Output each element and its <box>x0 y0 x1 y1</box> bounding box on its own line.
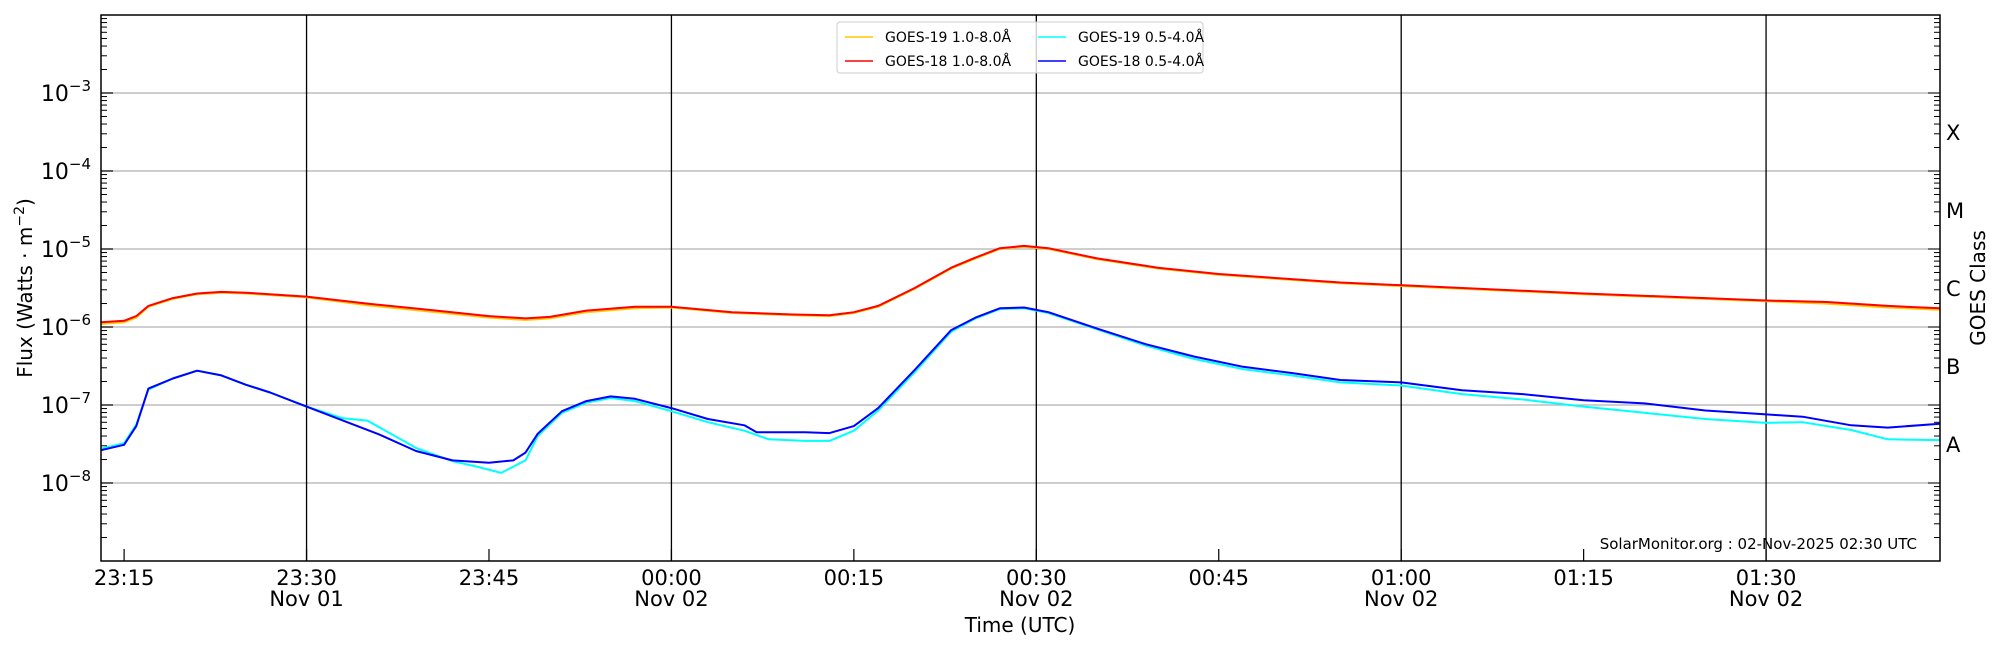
series-line-goes-18-0-5-4-0- <box>100 306 1941 464</box>
legend-box <box>836 21 1204 74</box>
y-tick-base: 10 <box>41 316 69 341</box>
x-tick-label: 23:15 <box>94 566 155 590</box>
x-tick-date-label: Nov 02 <box>1364 587 1438 611</box>
x-axis-label: Time (UTC) <box>964 613 1076 637</box>
y-tick-label: 10−4 <box>41 155 91 185</box>
series-lines <box>100 244 1941 474</box>
y-tick-exponent: −6 <box>69 311 91 329</box>
y-tick-exponent: −7 <box>69 389 91 407</box>
goes-class-label: C <box>1946 277 1961 301</box>
y-tick-exponent: −5 <box>69 233 91 251</box>
grid <box>101 15 1940 561</box>
y-tick-base: 10 <box>41 160 69 185</box>
y-axis-label: Flux (Watts · m−2) <box>12 198 37 378</box>
x-tick-label: 00:00 <box>641 566 702 590</box>
x-tick-date-label: Nov 01 <box>269 587 343 611</box>
y-tick-label: 10−7 <box>41 389 91 419</box>
x-tick-label: 23:45 <box>459 566 520 590</box>
goes-class-label: A <box>1946 433 1961 457</box>
y-tick-label: 10−5 <box>41 233 91 263</box>
legend-label: GOES-18 1.0-8.0Å <box>885 53 1011 70</box>
y-tick-base: 10 <box>41 394 69 419</box>
y-tick-exponent: −3 <box>69 77 91 95</box>
y-tick-exponent: −4 <box>69 155 91 173</box>
x-tick-label: 00:30 <box>1006 566 1067 590</box>
plot-frame <box>100 14 1941 562</box>
y-tick-exponent: −8 <box>69 467 91 485</box>
y-tick-label: 10−6 <box>41 311 91 341</box>
x-tick-label: 01:15 <box>1553 566 1614 590</box>
y-tick-base: 10 <box>41 82 69 107</box>
watermark: SolarMonitor.org : 02-Nov-2025 02:30 UTC <box>1600 535 1917 553</box>
goes-class-label: X <box>1946 121 1960 145</box>
x-tick-date-label: Nov 02 <box>999 587 1073 611</box>
y-tick-base: 10 <box>41 238 69 263</box>
x-tick-date-label: Nov 02 <box>1729 587 1803 611</box>
legend-label: GOES-19 0.5-4.0Å <box>1078 29 1204 46</box>
x-tick-label: 23:30 <box>276 566 337 590</box>
legend-label: GOES-19 1.0-8.0Å <box>885 29 1011 46</box>
y-tick-label: 10−8 <box>41 467 91 497</box>
series-line-goes-19-1-0-8-0- <box>100 245 1941 325</box>
legend-label: GOES-18 0.5-4.0Å <box>1078 53 1204 70</box>
x-tick-label: 00:15 <box>824 566 885 590</box>
series-line-goes-18-1-0-8-0- <box>100 244 1941 324</box>
x-tick-label: 01:00 <box>1371 566 1432 590</box>
x-tick-label: 01:30 <box>1736 566 1797 590</box>
y-tick-base: 10 <box>41 472 69 497</box>
legend: GOES-19 1.0-8.0Å GOES-18 1.0-8.0Å GOES-19 … <box>836 21 1204 74</box>
series-line-goes-19-0-5-4-0- <box>100 307 1941 474</box>
x-tick-label: 00:45 <box>1188 566 1249 590</box>
y-axis-label-exponent: −2 <box>12 206 28 227</box>
ticks <box>101 18 1940 562</box>
x-tick-date-label: Nov 02 <box>634 587 708 611</box>
goes-class-label: B <box>1946 355 1960 379</box>
y-tick-label: 10−3 <box>41 77 91 107</box>
goes-class-label: M <box>1946 199 1964 223</box>
goes-class-axis-label: GOES Class <box>1966 230 1990 346</box>
